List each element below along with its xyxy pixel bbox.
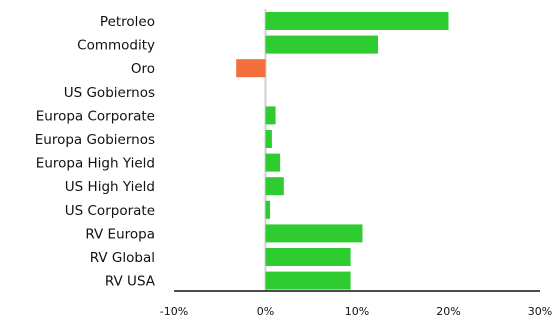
bar-us-high-yield	[265, 177, 284, 196]
x-tick-label: 20%	[436, 305, 460, 318]
category-label-petroleo: Petroleo	[100, 14, 155, 30]
category-label-rv-global: RV Global	[90, 250, 155, 266]
bar-commodity	[265, 35, 379, 54]
bar-europa-corporate	[265, 106, 276, 125]
category-label-commodity: Commodity	[77, 38, 155, 54]
category-label-us-gobiernos: US Gobiernos	[64, 85, 155, 101]
bar-rv-global	[265, 248, 351, 266]
bar-europa-high-yield	[265, 153, 281, 172]
bar-rv-usa	[265, 271, 351, 290]
bar-us-corporate	[265, 200, 271, 219]
category-label-oro: Oro	[131, 61, 155, 77]
bar-oro	[236, 59, 266, 78]
category-label-us-corporate: US Corporate	[65, 203, 155, 219]
category-label-europa-high-yield: Europa High Yield	[36, 156, 155, 172]
category-label-rv-usa: RV USA	[105, 274, 156, 290]
x-tick-label: 30%	[528, 305, 552, 318]
category-label-europa-corporate: Europa Corporate	[36, 108, 155, 124]
bar-petroleo	[265, 12, 449, 30]
x-tick-label: 10%	[345, 305, 369, 318]
category-label-rv-europa: RV Europa	[85, 226, 155, 242]
category-label-europa-gobiernos: Europa Gobiernos	[35, 132, 155, 148]
bars	[236, 9, 449, 291]
x-axis: -10% 0% 10% 20% 30%	[160, 290, 552, 318]
bar-rv-europa	[265, 224, 363, 243]
category-label-us-high-yield: US High Yield	[65, 179, 155, 195]
category-labels: Petroleo Commodity Oro US Gobiernos Europa C…	[35, 14, 156, 290]
x-tick-label: -10%	[160, 305, 188, 318]
x-tick-label: 0%	[257, 305, 274, 318]
bar-europa-gobiernos	[265, 130, 272, 148]
